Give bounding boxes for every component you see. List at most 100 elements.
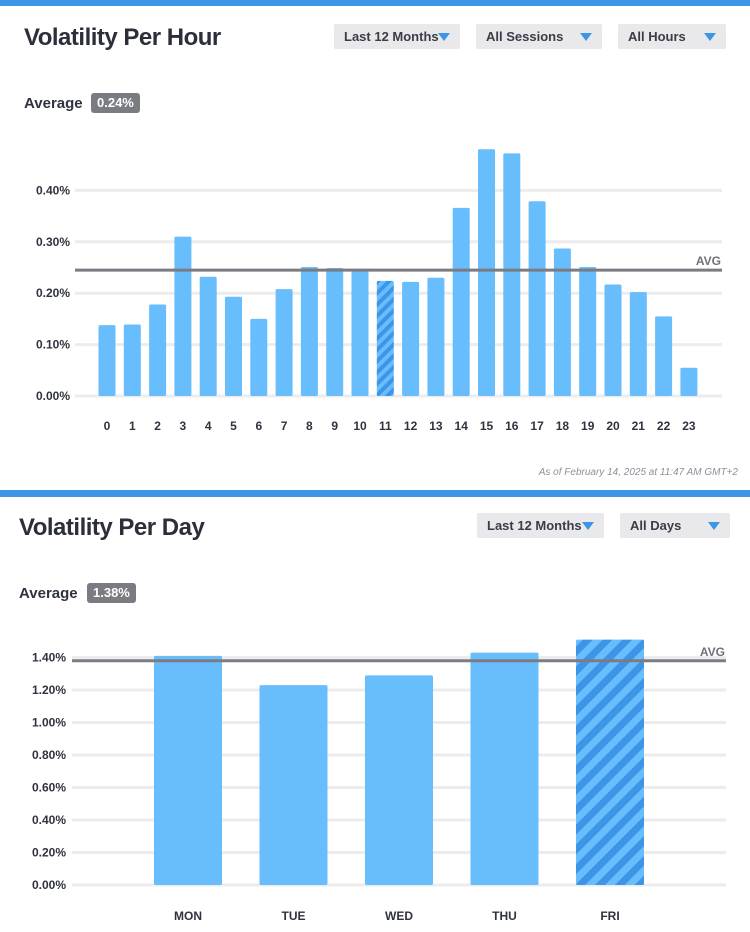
- volatility-per-day-panel: Volatility Per Day Last 12 Months All Da…: [0, 490, 750, 932]
- average-label: Average: [24, 95, 83, 112]
- y-tick-label: 0.20%: [36, 286, 70, 300]
- bar[interactable]: [402, 281, 420, 396]
- bar-highlighted[interactable]: [376, 280, 394, 396]
- x-category-label: 6: [255, 419, 262, 433]
- x-category-label: 5: [230, 419, 237, 433]
- bar[interactable]: [275, 289, 293, 396]
- y-tick-label: 1.40%: [32, 651, 66, 665]
- x-category-label: 20: [606, 419, 620, 433]
- y-tick-label: 0.80%: [32, 748, 66, 762]
- period-dropdown[interactable]: Last 12 Months: [334, 24, 460, 49]
- bar[interactable]: [503, 153, 521, 396]
- day-period-dropdown[interactable]: Last 12 Months: [477, 513, 604, 538]
- bar[interactable]: [655, 316, 673, 396]
- bar[interactable]: [174, 236, 192, 396]
- bar[interactable]: [123, 324, 141, 396]
- x-category-label: 12: [404, 419, 418, 433]
- bar[interactable]: [199, 276, 217, 396]
- day-period-dropdown-label: Last 12 Months: [487, 518, 582, 533]
- chevron-down-icon: [580, 33, 592, 41]
- y-tick-label: 1.20%: [32, 683, 66, 697]
- chevron-down-icon: [438, 33, 450, 41]
- bar[interactable]: [680, 367, 698, 396]
- hours-dropdown-label: All Hours: [628, 29, 686, 44]
- x-category-label: 21: [632, 419, 646, 433]
- bar[interactable]: [149, 304, 167, 396]
- x-category-label: 19: [581, 419, 595, 433]
- bar[interactable]: [250, 318, 268, 396]
- period-dropdown-label: Last 12 Months: [344, 29, 439, 44]
- average-badge: 0.24%: [91, 93, 140, 113]
- x-category-label: 17: [530, 419, 544, 433]
- hour-panel-title: Volatility Per Hour: [24, 24, 221, 51]
- x-category-label: 16: [505, 419, 519, 433]
- bar-highlighted[interactable]: [576, 639, 644, 885]
- bar[interactable]: [427, 277, 445, 396]
- bar[interactable]: [478, 149, 495, 396]
- x-category-label: 9: [331, 419, 338, 433]
- daily-volatility-chart: 0.00% 0.20% 0.40% 0.60% 0.80% 1.00% 1.20% 1.40%…: [32, 639, 726, 923]
- x-category-label: MON: [174, 909, 202, 923]
- x-category-label: WED: [385, 909, 413, 923]
- bar[interactable]: [579, 266, 597, 396]
- bar[interactable]: [154, 655, 222, 885]
- chevron-down-icon: [704, 33, 716, 41]
- y-tick-label: 0.00%: [36, 389, 70, 403]
- panel-accent-bar: [0, 490, 750, 497]
- day-panel-title: Volatility Per Day: [19, 514, 205, 541]
- bar[interactable]: [98, 325, 116, 396]
- bar[interactable]: [365, 675, 433, 885]
- y-tick-label: 1.00%: [32, 716, 66, 730]
- x-category-label: 18: [556, 419, 570, 433]
- day-average-label: Average: [19, 585, 78, 602]
- as-of-timestamp: As of February 14, 2025 at 11:47 AM GMT+…: [538, 467, 738, 478]
- bar[interactable]: [629, 292, 647, 396]
- average-line-label: AVG: [700, 645, 725, 659]
- x-category-label: 15: [480, 419, 494, 433]
- bar[interactable]: [300, 266, 318, 396]
- x-category-label: FRI: [600, 909, 619, 923]
- y-tick-label: 0.20%: [32, 846, 66, 860]
- bar[interactable]: [604, 284, 622, 396]
- hourly-volatility-chart: 0.00%0.10%0.20%0.30%0.40%0 1 2 3 4 5 6 7 8 9 10 11 1…: [36, 149, 722, 433]
- sessions-dropdown-label: All Sessions: [486, 29, 564, 44]
- bar[interactable]: [553, 248, 571, 396]
- days-dropdown-label: All Days: [630, 518, 682, 533]
- x-category-label: 3: [180, 419, 187, 433]
- y-tick-label: 0.60%: [32, 781, 66, 795]
- volatility-per-hour-panel: Volatility Per Hour Last 12 Months All S…: [0, 0, 750, 478]
- x-category-label: THU: [492, 909, 517, 923]
- y-tick-label: 0.10%: [36, 338, 70, 352]
- average-line-label: AVG: [696, 254, 721, 268]
- x-category-label: 11: [379, 419, 392, 433]
- days-dropdown[interactable]: All Days: [620, 513, 730, 538]
- day-average-badge: 1.38%: [87, 583, 136, 603]
- x-category-label: 10: [353, 419, 367, 433]
- y-tick-label: 0.30%: [36, 235, 70, 249]
- y-tick-label: 0.40%: [32, 813, 66, 827]
- x-category-label: 2: [154, 419, 161, 433]
- panel-accent-bar: [0, 0, 750, 6]
- bar[interactable]: [351, 269, 369, 396]
- bar[interactable]: [225, 296, 242, 396]
- x-category-label: 4: [205, 419, 212, 433]
- x-category-label: 23: [682, 419, 696, 433]
- x-category-label: 14: [455, 419, 469, 433]
- x-category-label: TUE: [282, 909, 306, 923]
- x-category-label: 13: [429, 419, 443, 433]
- sessions-dropdown[interactable]: All Sessions: [476, 24, 602, 49]
- bar[interactable]: [470, 652, 539, 885]
- x-category-label: 0: [104, 419, 111, 433]
- bar[interactable]: [326, 268, 344, 396]
- chevron-down-icon: [582, 522, 594, 530]
- chevron-down-icon: [708, 522, 720, 530]
- x-category-label: 1: [129, 419, 136, 433]
- bar[interactable]: [259, 685, 328, 885]
- bar[interactable]: [528, 201, 546, 396]
- y-tick-label: 0.40%: [36, 183, 70, 197]
- x-category-label: 7: [281, 419, 288, 433]
- y-tick-label: 0.00%: [32, 878, 66, 892]
- x-category-label: 8: [306, 419, 313, 433]
- hours-dropdown[interactable]: All Hours: [618, 24, 726, 49]
- bar[interactable]: [452, 207, 470, 396]
